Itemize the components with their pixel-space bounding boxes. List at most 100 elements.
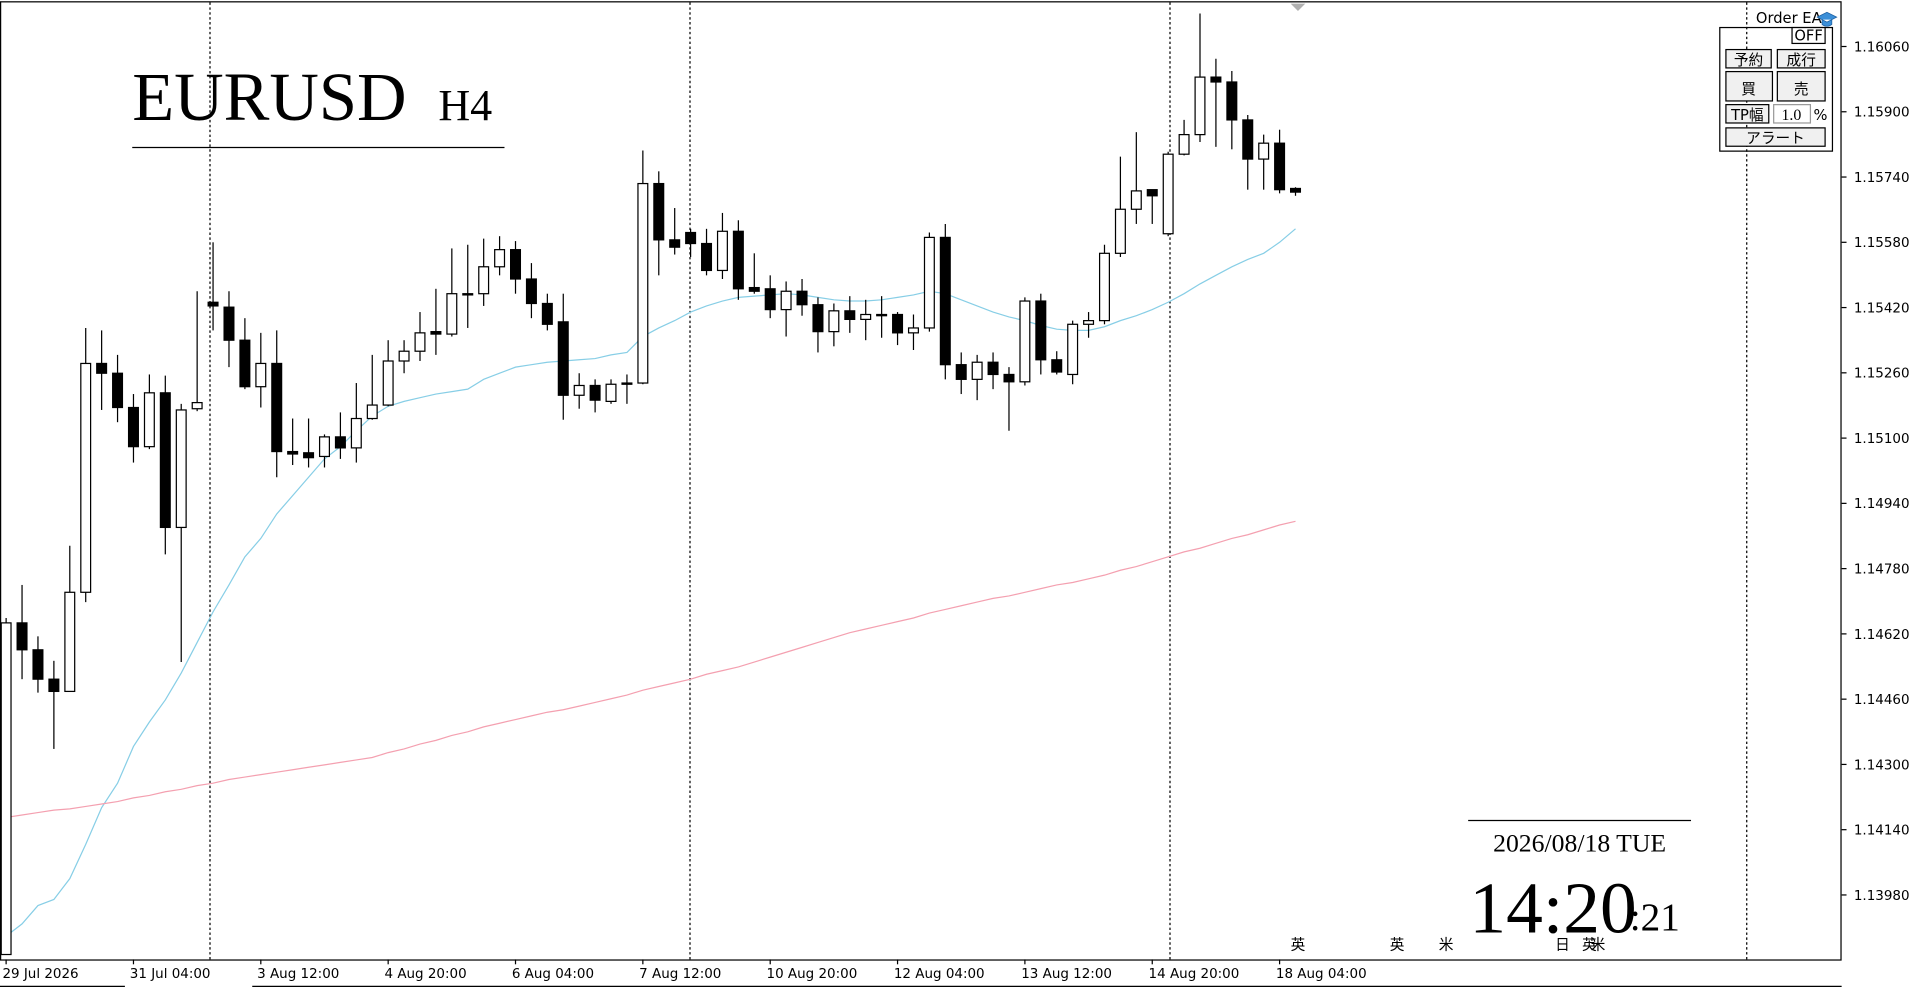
candle-body bbox=[1003, 373, 1015, 383]
candle-body bbox=[860, 313, 872, 321]
x-tick-label: 14 Aug 20:00 bbox=[1149, 967, 1240, 982]
candle-body bbox=[32, 649, 44, 680]
button-label[interactable]: 成行 bbox=[1787, 52, 1817, 69]
moving-averages bbox=[5, 228, 1296, 937]
candle-body bbox=[541, 302, 553, 325]
event-marker: 米 bbox=[1439, 937, 1454, 954]
alert-button[interactable]: アラート bbox=[1725, 127, 1826, 147]
candle-body bbox=[1274, 142, 1286, 191]
timeframe: H4 bbox=[438, 81, 492, 130]
y-tick-label: 1.15580 bbox=[1854, 236, 1910, 251]
button-label[interactable]: 買 bbox=[1741, 81, 1756, 98]
buy-button[interactable]: 買 bbox=[1725, 70, 1774, 102]
clock: 2026/08/18 TUE 14:20 :21 bbox=[1468, 819, 1692, 949]
y-tick-label: 1.15900 bbox=[1854, 106, 1910, 121]
candle-body bbox=[685, 231, 697, 245]
plot-frame bbox=[0, 1, 1842, 961]
button-frame[interactable] bbox=[1776, 48, 1826, 69]
event-marker: 日 bbox=[1555, 937, 1570, 954]
x-tick-label: 13 Aug 12:00 bbox=[1021, 967, 1112, 982]
button-label[interactable]: TP幅 bbox=[1730, 107, 1763, 124]
candle-body bbox=[80, 362, 92, 593]
candle-body bbox=[1290, 187, 1302, 193]
candle-body bbox=[844, 310, 856, 321]
button-label[interactable]: 売 bbox=[1794, 81, 1809, 98]
candle-body bbox=[955, 364, 967, 380]
y-tick-label: 1.15740 bbox=[1854, 171, 1910, 186]
candle-body bbox=[0, 622, 12, 956]
moving-average-line bbox=[5, 228, 1296, 937]
candle-body bbox=[1051, 359, 1063, 373]
candle-body bbox=[1162, 153, 1174, 235]
candle-body bbox=[1035, 300, 1047, 361]
market-button[interactable]: 成行 bbox=[1776, 48, 1826, 69]
candle-body bbox=[701, 242, 713, 272]
candle-body bbox=[287, 450, 299, 455]
x-tick-label: 29 Jul 2026 bbox=[2, 967, 78, 982]
candle-body bbox=[1178, 133, 1190, 155]
candle-body bbox=[748, 286, 760, 292]
candle-body bbox=[271, 362, 283, 453]
event-marker: 英 bbox=[1582, 936, 1597, 954]
panel-title: Order EA bbox=[1756, 10, 1822, 27]
clock-time: 14:20 bbox=[1469, 868, 1636, 949]
candle-body bbox=[812, 304, 824, 333]
y-tick-label: 1.13980 bbox=[1854, 889, 1910, 904]
y-tick-label: 1.15420 bbox=[1854, 301, 1910, 316]
order-panel: Order EA OFF 予約 成行 買 売 TP幅 1.0 bbox=[1719, 10, 1838, 152]
candle-body bbox=[64, 591, 76, 693]
event-marker: 英 bbox=[1291, 936, 1306, 954]
candle-body bbox=[494, 249, 506, 268]
candle-body bbox=[510, 249, 522, 280]
candle-body bbox=[1083, 320, 1095, 325]
candle-body bbox=[716, 230, 728, 272]
candle-body bbox=[16, 622, 28, 651]
candle-body bbox=[255, 362, 267, 388]
candle-body bbox=[1226, 81, 1238, 121]
chart-title: EURUSD bbox=[132, 59, 406, 135]
candle-body bbox=[780, 290, 792, 311]
candle-body bbox=[1019, 300, 1031, 383]
clock-seconds: :21 bbox=[1630, 896, 1680, 939]
tp-width-button[interactable]: TP幅 bbox=[1725, 104, 1770, 124]
tp-input[interactable]: 1.0 bbox=[1773, 104, 1812, 124]
input-value[interactable]: 1.0 bbox=[1781, 107, 1801, 124]
button-frame[interactable] bbox=[1776, 70, 1826, 102]
candle-body bbox=[334, 436, 346, 449]
candle-body bbox=[303, 452, 315, 459]
reserve-button[interactable]: 予約 bbox=[1725, 48, 1772, 69]
button-frame[interactable] bbox=[1725, 48, 1772, 69]
y-tick-label: 1.15100 bbox=[1854, 432, 1910, 447]
candle-body bbox=[175, 409, 187, 529]
panel-frame bbox=[1719, 26, 1834, 152]
x-tick-label: 10 Aug 20:00 bbox=[767, 967, 858, 982]
candle-body bbox=[589, 384, 601, 401]
input-frame[interactable] bbox=[1773, 104, 1812, 124]
candle-body bbox=[971, 361, 983, 380]
candle-body bbox=[557, 321, 569, 396]
button-frame[interactable] bbox=[1725, 70, 1774, 102]
button-label[interactable]: OFF bbox=[1794, 27, 1822, 44]
shift-marker bbox=[1290, 3, 1306, 12]
button-label[interactable]: 予約 bbox=[1734, 52, 1763, 69]
button-frame[interactable] bbox=[1725, 127, 1826, 147]
button-label[interactable]: アラート bbox=[1746, 130, 1805, 147]
sell-button[interactable]: 売 bbox=[1776, 70, 1826, 102]
candle-body bbox=[430, 331, 442, 335]
x-tick-label: 6 Aug 04:00 bbox=[512, 967, 594, 982]
toggle-button[interactable]: OFF bbox=[1791, 26, 1826, 45]
button-frame[interactable] bbox=[1725, 104, 1770, 124]
candle-body bbox=[939, 236, 951, 366]
candle-body bbox=[1194, 76, 1206, 136]
candle-body bbox=[605, 383, 617, 402]
x-tick-label: 18 Aug 04:00 bbox=[1276, 967, 1367, 982]
tp-unit: % bbox=[1813, 107, 1827, 124]
candle-body bbox=[462, 293, 474, 296]
x-tick-label: 3 Aug 12:00 bbox=[257, 967, 339, 982]
event-marker: 英 bbox=[1390, 936, 1405, 954]
button-frame[interactable] bbox=[1791, 26, 1826, 45]
candle-body bbox=[112, 372, 124, 409]
